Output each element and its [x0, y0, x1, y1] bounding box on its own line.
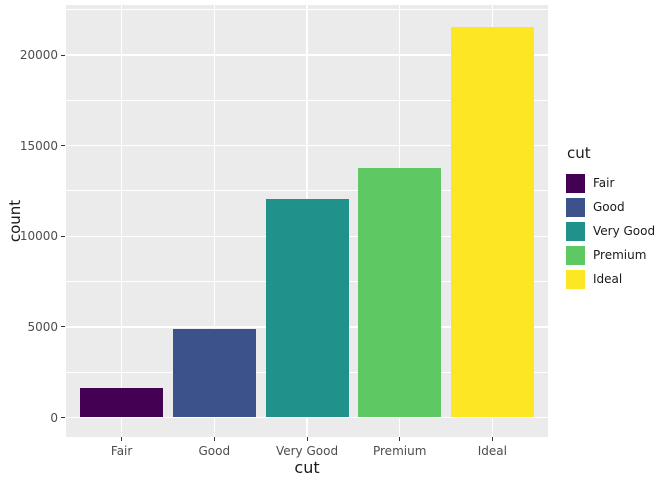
legend-entry-label: Ideal [593, 272, 623, 286]
bar-very-good [265, 198, 349, 418]
x-tick-label-very-good: Very Good [275, 444, 339, 458]
x-tick-mark [491, 437, 493, 441]
x-tick-mark [121, 437, 123, 441]
y-tick-label: 10000 [19, 229, 58, 244]
y-tick-label: 0 [50, 410, 58, 425]
x-tick-label-ideal: Ideal [477, 444, 507, 458]
legend-entry-label: Fair [593, 176, 615, 190]
x-tick-label-fair: Fair [110, 444, 133, 458]
y-tick-mark [61, 235, 65, 237]
legend: cut Fair Good Very Good Premium Ideal [566, 144, 670, 291]
legend-entry-good: Good [566, 195, 670, 219]
bar-premium [358, 167, 442, 418]
legend-key-swatch [566, 269, 585, 289]
bar-ideal [450, 26, 534, 418]
legend-title: cut [567, 144, 591, 162]
y-tick-mark [61, 54, 65, 56]
y-tick-label: 15000 [19, 138, 58, 153]
legend-entry-label: Premium [593, 248, 647, 262]
y-tick-mark [61, 145, 65, 147]
x-tick-mark [399, 437, 401, 441]
gridline-major-x [213, 5, 216, 437]
legend-key-swatch [566, 221, 585, 241]
legend-entries: Fair Good Very Good Premium Ideal [566, 171, 670, 291]
y-tick-label: 20000 [19, 48, 58, 62]
x-axis-title: cut [294, 458, 320, 477]
legend-key-swatch [566, 245, 585, 265]
y-tick-mark [61, 326, 65, 328]
x-tick-mark [213, 437, 215, 441]
x-tick-label-premium: Premium [372, 444, 427, 458]
legend-entry-fair: Fair [566, 171, 670, 195]
legend-entry-label: Good [593, 200, 625, 214]
gridline-major-x [120, 5, 123, 437]
legend-entry-ideal: Ideal [566, 267, 670, 291]
y-axis-title: count [6, 199, 24, 243]
legend-key-swatch [566, 173, 585, 193]
x-tick-mark [306, 437, 308, 441]
bar-good [172, 328, 256, 418]
legend-key-swatch [566, 197, 585, 217]
plot-panel [66, 5, 548, 437]
bar-fair [80, 388, 164, 418]
y-tick-mark [61, 417, 65, 418]
y-tick-label: 5000 [27, 319, 58, 334]
legend-entry-label: Very Good [593, 224, 656, 238]
legend-entry-premium: Premium [566, 243, 670, 267]
legend-entry-very-good: Very Good [566, 219, 670, 243]
x-tick-label-good: Good [198, 444, 231, 458]
